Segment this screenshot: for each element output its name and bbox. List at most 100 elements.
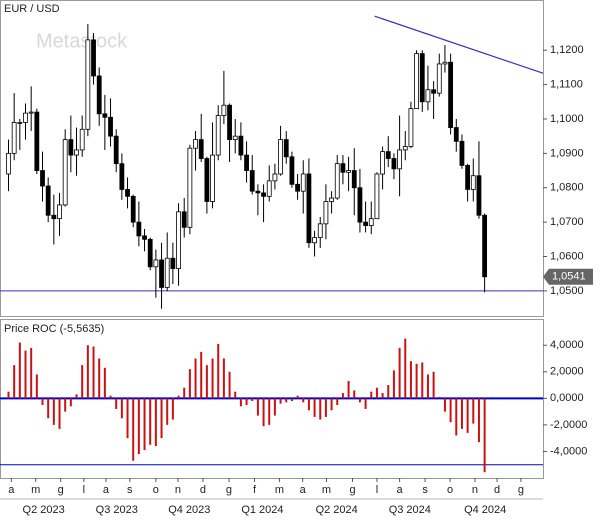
y-tick-label: 0,0000 xyxy=(550,392,584,404)
panel-title: Price ROC (-5,5635) xyxy=(4,323,104,335)
roc-bar xyxy=(183,387,186,399)
candle-body xyxy=(57,204,62,220)
candle-body xyxy=(176,211,181,269)
x-tick-label: l xyxy=(376,484,378,496)
roc-bar xyxy=(217,343,220,399)
candle-body xyxy=(340,163,346,173)
x-tick-label: a xyxy=(103,484,110,496)
candle-body xyxy=(255,190,261,194)
candle-body xyxy=(374,173,380,220)
roc-bar xyxy=(52,398,55,425)
panel-title: EUR / USD xyxy=(4,3,60,15)
roc-bar xyxy=(324,398,327,417)
roc-bar xyxy=(290,398,293,401)
candle-body xyxy=(249,170,255,192)
candle-body xyxy=(187,147,193,228)
candle-body xyxy=(164,257,170,288)
quarter-label: Q4 2023 xyxy=(168,504,210,516)
roc-bar xyxy=(347,381,350,399)
candle-body xyxy=(385,151,391,159)
roc-bar xyxy=(426,374,429,399)
candle-body xyxy=(51,214,57,220)
candle-body xyxy=(6,152,11,175)
candle-body xyxy=(465,164,471,190)
candle-body xyxy=(414,53,420,110)
roc-bar xyxy=(103,367,106,399)
y-tick-label: 1,1100 xyxy=(550,78,583,90)
candle-body xyxy=(159,259,164,288)
roc-bar xyxy=(92,346,95,399)
roc-bar xyxy=(149,398,152,445)
roc-bar xyxy=(466,398,469,433)
roc-bar xyxy=(364,398,367,409)
y-tick-label: 4,0000 xyxy=(550,339,584,351)
watermark: Metastock xyxy=(36,30,128,52)
y-tick-label: -4,0000 xyxy=(550,445,587,457)
roc-bar xyxy=(443,398,446,412)
candle-body xyxy=(323,201,329,225)
roc-bar xyxy=(460,398,463,429)
roc-bar xyxy=(75,394,78,399)
candle-body xyxy=(221,104,227,116)
candle-body xyxy=(425,89,431,103)
candle-body xyxy=(312,237,317,244)
candle-body xyxy=(91,39,96,77)
candle-body xyxy=(79,128,85,151)
candle-body xyxy=(408,108,414,147)
candle-body xyxy=(102,113,108,118)
candle-body xyxy=(45,185,51,216)
candle-body xyxy=(227,104,232,141)
candle-body xyxy=(170,257,176,269)
roc-bar xyxy=(194,358,197,399)
x-tick-label: l xyxy=(83,484,85,496)
roc-bar xyxy=(477,398,480,443)
candle-body xyxy=(198,139,204,159)
roc-bar xyxy=(234,391,237,399)
candle-body xyxy=(476,175,482,216)
roc-bar xyxy=(18,342,21,399)
roc-bar xyxy=(409,361,412,399)
candle-body xyxy=(130,195,136,223)
y-tick-label: 1,0900 xyxy=(550,147,584,159)
roc-bar xyxy=(268,398,271,425)
roc-bar xyxy=(273,398,276,416)
roc-bar xyxy=(177,395,180,399)
roc-bar xyxy=(7,391,10,399)
x-tick-label: d xyxy=(494,484,500,496)
roc-bar xyxy=(285,398,288,403)
x-tick-label: s xyxy=(422,484,428,496)
roc-bar xyxy=(154,398,157,447)
roc-bar xyxy=(438,397,441,399)
candle-body xyxy=(125,189,130,197)
x-tick-label: a xyxy=(397,484,404,496)
roc-bar xyxy=(171,398,174,420)
x-tick-label: a xyxy=(300,484,307,496)
roc-bar xyxy=(296,395,299,399)
candle-body xyxy=(283,139,289,158)
roc-bar xyxy=(120,398,123,419)
x-tick-label: n xyxy=(472,484,478,496)
roc-bar xyxy=(188,369,191,399)
quarter-label: Q4 2024 xyxy=(464,504,506,516)
candle-body xyxy=(391,158,397,170)
candle-body xyxy=(62,139,68,206)
candle-body xyxy=(278,139,283,175)
roc-bar xyxy=(41,398,44,405)
candle-body xyxy=(431,89,437,94)
roc-bar xyxy=(302,398,305,403)
quarter-label: Q3 2023 xyxy=(96,504,138,516)
roc-bar xyxy=(58,398,61,429)
roc-bar xyxy=(432,371,435,399)
roc-bar xyxy=(86,345,89,399)
roc-bar xyxy=(455,398,458,436)
candle-body xyxy=(351,170,357,189)
candle-body xyxy=(142,235,147,240)
candle-body xyxy=(261,192,266,197)
quarter-label: Q1 2024 xyxy=(241,504,283,516)
trendline xyxy=(374,15,544,74)
candle-body xyxy=(11,122,17,154)
candle-body xyxy=(357,187,363,223)
x-tick-label: s xyxy=(127,484,133,496)
x-tick-label: d xyxy=(200,484,206,496)
